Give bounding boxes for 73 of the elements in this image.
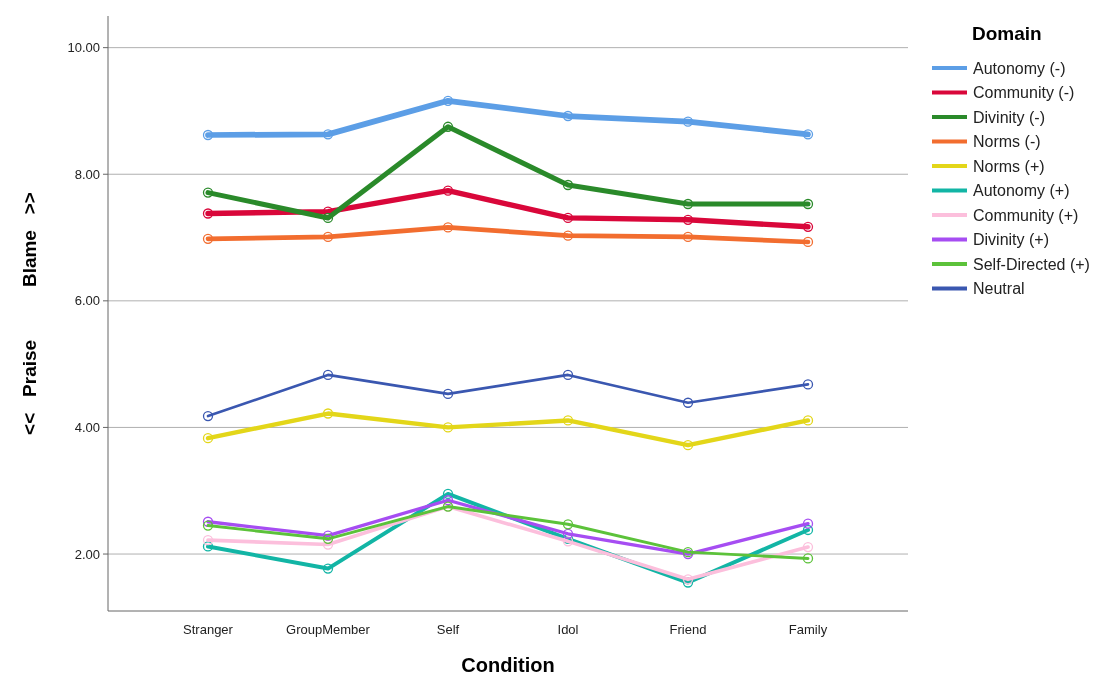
x-tick-label: Idol — [557, 622, 579, 637]
legend-label: Norms (-) — [973, 133, 1041, 151]
point — [442, 488, 454, 500]
point — [682, 397, 694, 408]
point — [322, 539, 334, 550]
point — [802, 541, 814, 553]
point — [202, 516, 214, 527]
point — [202, 433, 214, 444]
point — [322, 408, 334, 419]
point — [322, 231, 334, 243]
point — [442, 388, 454, 400]
point — [802, 379, 814, 390]
point — [802, 553, 814, 564]
point — [682, 116, 694, 127]
legend-label: Neutral — [973, 280, 1025, 298]
y-axis-title: << Praise Blame >> — [19, 192, 40, 435]
point — [682, 440, 694, 451]
point — [202, 187, 214, 198]
point — [202, 208, 214, 219]
point — [562, 110, 574, 122]
point — [562, 528, 574, 539]
y-tick-label: 2.00 — [74, 546, 100, 562]
point — [802, 221, 814, 232]
point — [562, 230, 574, 241]
point — [322, 212, 334, 224]
point — [562, 179, 574, 191]
point — [562, 212, 574, 224]
point — [442, 95, 454, 106]
point — [322, 129, 334, 140]
point — [202, 233, 214, 244]
y-tick-label: 10.00 — [67, 40, 100, 56]
legend-label: Divinity (-) — [973, 108, 1045, 126]
point — [802, 415, 814, 426]
point — [322, 563, 334, 574]
point — [682, 214, 694, 225]
point — [802, 518, 814, 529]
point — [682, 198, 694, 210]
legend-label: Community (+) — [973, 206, 1079, 224]
point — [442, 495, 454, 506]
x-tick-label: Friend — [669, 622, 707, 637]
point — [802, 198, 814, 210]
legend-title: Domain — [972, 23, 1042, 44]
point — [442, 422, 454, 433]
point — [562, 369, 574, 381]
legend-label: Norms (+) — [973, 157, 1045, 175]
point — [562, 415, 574, 426]
point — [802, 524, 814, 536]
legend-label: Community (-) — [973, 84, 1075, 102]
point — [202, 534, 214, 546]
point — [442, 185, 454, 196]
point — [202, 541, 214, 552]
legend-label: Divinity (+) — [973, 231, 1050, 249]
point — [202, 410, 214, 422]
point — [802, 129, 814, 140]
point — [442, 121, 454, 132]
legend-label: Autonomy (+) — [973, 182, 1070, 200]
y-tick-label: 4.00 — [74, 419, 100, 435]
point — [562, 519, 574, 530]
point — [202, 129, 214, 141]
y-tick-label: 8.00 — [74, 166, 100, 182]
point — [802, 236, 814, 248]
legend-label: Autonomy (-) — [973, 59, 1066, 77]
x-tick-label: Family — [788, 622, 828, 637]
x-axis-title: Condition — [461, 654, 555, 676]
point — [322, 369, 334, 381]
point — [442, 222, 454, 233]
y-tick-label: 6.00 — [74, 293, 100, 309]
x-tick-label: Stranger — [183, 622, 234, 637]
x-tick-label: Self — [436, 622, 460, 637]
point — [202, 520, 214, 531]
x-tick-label: GroupMember — [286, 622, 371, 637]
point — [682, 231, 694, 243]
legend-label: Self-Directed (+) — [973, 255, 1090, 273]
